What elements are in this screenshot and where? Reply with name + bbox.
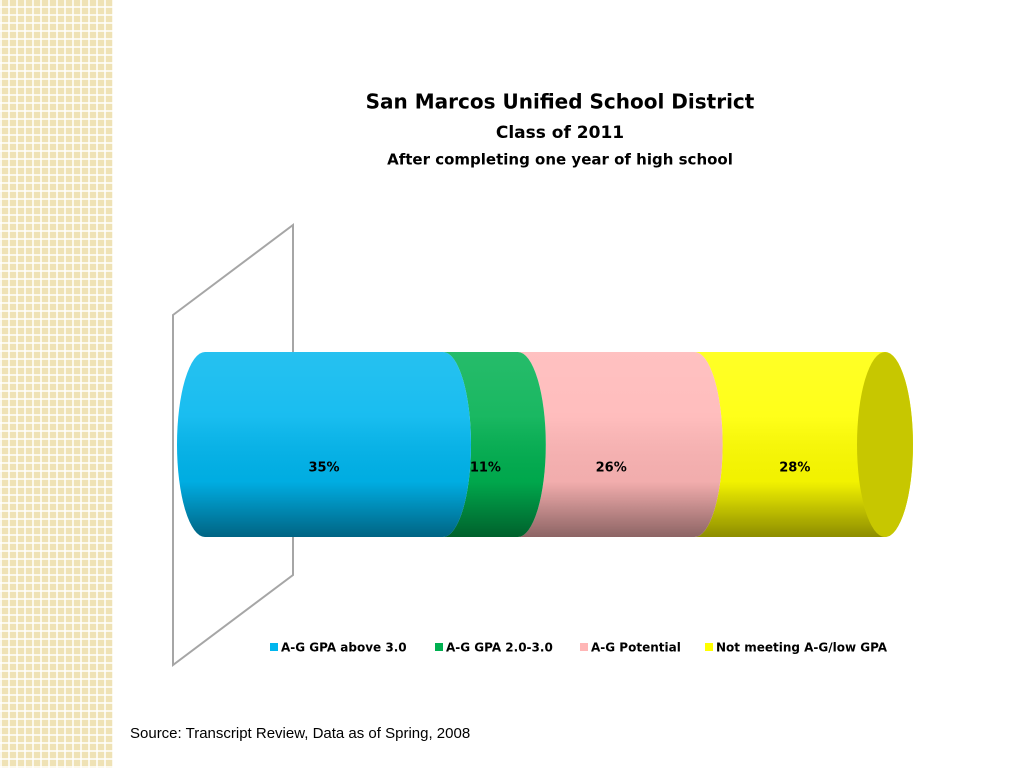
back-wall <box>172 223 294 667</box>
bar-end-cap-shade <box>857 352 913 537</box>
legend-swatch <box>435 643 443 651</box>
data-label: 35% <box>308 461 339 476</box>
legend-label: A-G Potential <box>591 641 681 655</box>
legend-swatch <box>270 643 278 651</box>
segment-shading <box>177 352 472 537</box>
segment-shading <box>443 352 546 537</box>
legend-label: A-G GPA 2.0-3.0 <box>446 641 553 655</box>
source-note: Source: Transcript Review, Data as of Sp… <box>130 725 470 742</box>
legend-swatch <box>705 643 713 651</box>
data-label: 28% <box>779 461 810 476</box>
chart-title: San Marcos Unified School District <box>366 90 755 114</box>
bar-end-cap <box>857 352 913 537</box>
legend-swatch <box>580 643 588 651</box>
segment-shading <box>694 352 913 537</box>
legend-label: Not meeting A-G/low GPA <box>716 641 888 655</box>
chart-subtitle: Class of 2011 <box>496 123 624 143</box>
chart-subtitle: After completing one year of high school <box>387 151 733 169</box>
data-label: 11% <box>470 461 501 476</box>
data-label: 26% <box>596 461 627 476</box>
segment-shading <box>517 352 723 537</box>
decorative-strip <box>0 0 113 768</box>
legend-label: A-G GPA above 3.0 <box>281 641 407 655</box>
